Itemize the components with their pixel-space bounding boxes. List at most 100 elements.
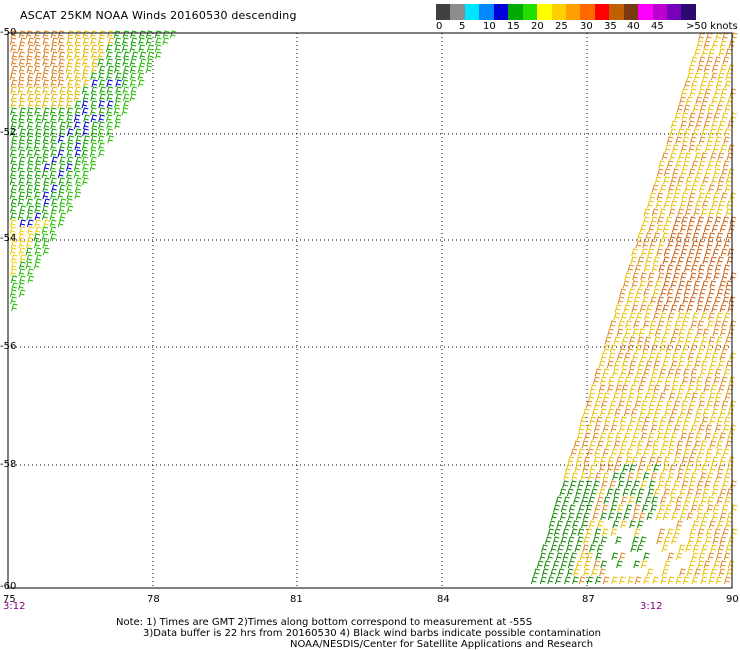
wind-barb xyxy=(18,261,26,270)
wind-barb xyxy=(710,384,717,393)
wind-barb xyxy=(637,336,644,345)
wind-barb xyxy=(65,100,73,109)
wind-barb xyxy=(690,344,697,353)
wind-barb xyxy=(657,480,665,489)
wind-barb xyxy=(697,504,704,513)
wind-barb xyxy=(633,376,640,385)
wind-barb xyxy=(97,37,105,46)
wind-barb xyxy=(115,51,122,60)
wind-barb xyxy=(579,552,587,561)
wind-barb xyxy=(567,456,575,465)
wind-barb xyxy=(679,408,687,417)
wind-barb xyxy=(593,424,601,433)
lon-label-75: 75 xyxy=(3,594,16,605)
wind-barb xyxy=(656,168,664,177)
wind-barb xyxy=(49,226,57,235)
wind-barb xyxy=(711,96,718,105)
wind-barb xyxy=(90,100,98,109)
wind-barb xyxy=(661,544,669,553)
wind-barb xyxy=(91,79,98,88)
wind-barb xyxy=(719,512,727,521)
wind-barb xyxy=(553,504,560,513)
wind-barb xyxy=(725,208,733,217)
wind-barb xyxy=(649,240,657,249)
wind-barb xyxy=(50,114,57,123)
wind-barb xyxy=(610,448,618,457)
wind-barb xyxy=(670,200,677,209)
wind-barb xyxy=(599,464,606,473)
wind-barb xyxy=(716,496,724,505)
wind-barb xyxy=(681,400,688,409)
wind-barb xyxy=(714,344,722,353)
wind-barb xyxy=(684,208,692,217)
wind-barb xyxy=(702,488,710,497)
wind-barb xyxy=(97,128,105,137)
wind-barb xyxy=(681,216,688,225)
wind-barb xyxy=(711,352,719,361)
wind-barb xyxy=(98,100,105,109)
wind-barb xyxy=(713,376,720,385)
wind-barb xyxy=(10,163,18,172)
wind-barb xyxy=(27,226,34,235)
wind-barb xyxy=(27,44,34,53)
wind-barb xyxy=(74,149,82,158)
wind-barb xyxy=(98,107,106,116)
wind-barb xyxy=(654,176,662,185)
wind-barb xyxy=(712,144,720,153)
wind-barb xyxy=(647,384,655,393)
wind-barb xyxy=(618,320,625,329)
wind-barb xyxy=(648,400,656,409)
wind-barb xyxy=(27,268,34,277)
wind-barb xyxy=(603,344,611,353)
wind-barb xyxy=(727,168,735,177)
wind-barb xyxy=(51,65,58,74)
wind-barb xyxy=(122,93,130,102)
wind-barb xyxy=(578,448,585,457)
wind-barb xyxy=(19,128,26,137)
wind-barb xyxy=(615,432,622,441)
wind-barb xyxy=(718,384,725,393)
wind-barb xyxy=(671,384,678,393)
wind-barb xyxy=(637,440,644,449)
wind-barb xyxy=(638,360,645,369)
wind-barb xyxy=(42,37,50,46)
wind-barb xyxy=(74,58,82,67)
wind-barb xyxy=(685,176,693,185)
wind-barb xyxy=(680,120,687,129)
wind-barb xyxy=(578,424,585,433)
wind-barb xyxy=(699,184,706,193)
wind-barb xyxy=(565,464,572,473)
wind-barb xyxy=(660,288,667,297)
wind-barb xyxy=(90,135,98,144)
wind-barb xyxy=(691,576,699,585)
wind-barb xyxy=(50,100,58,109)
wind-barb xyxy=(570,528,578,537)
wind-barb xyxy=(66,107,73,116)
wind-barb xyxy=(34,177,42,186)
wind-barb xyxy=(589,464,597,473)
wind-barb xyxy=(726,568,733,577)
wind-barb xyxy=(663,200,671,209)
wind-barb xyxy=(59,156,66,165)
wind-barb xyxy=(617,296,625,305)
legend-swatch xyxy=(493,4,509,20)
wind-barb xyxy=(710,544,717,553)
wind-barb xyxy=(698,448,705,457)
legend-swatch xyxy=(565,4,581,20)
wind-barb xyxy=(698,56,706,65)
wind-barb xyxy=(90,156,97,165)
wind-barb xyxy=(121,79,129,88)
wind-barb xyxy=(573,496,580,505)
wind-barb xyxy=(622,280,630,289)
wind-barb xyxy=(720,376,728,385)
wind-barb xyxy=(652,440,660,449)
wind-barb xyxy=(114,37,122,46)
wind-barb xyxy=(10,268,17,277)
wind-barb xyxy=(631,280,638,289)
wind-barb xyxy=(700,472,707,481)
wind-barb xyxy=(722,480,729,489)
wind-barb xyxy=(75,156,82,165)
wind-barb xyxy=(588,392,595,401)
wind-barb xyxy=(115,72,122,81)
wind-barb xyxy=(560,536,568,545)
